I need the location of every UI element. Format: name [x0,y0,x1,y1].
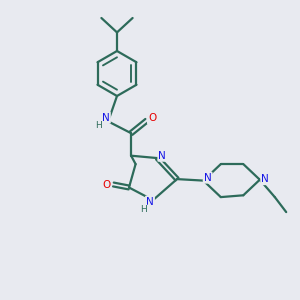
Text: N: N [102,112,110,123]
Text: O: O [103,179,111,190]
Text: N: N [158,151,166,161]
Text: N: N [204,172,212,183]
Text: N: N [146,196,154,207]
Text: H: H [140,205,147,214]
Text: O: O [148,113,156,123]
Text: N: N [261,174,269,184]
Text: H: H [95,121,101,130]
